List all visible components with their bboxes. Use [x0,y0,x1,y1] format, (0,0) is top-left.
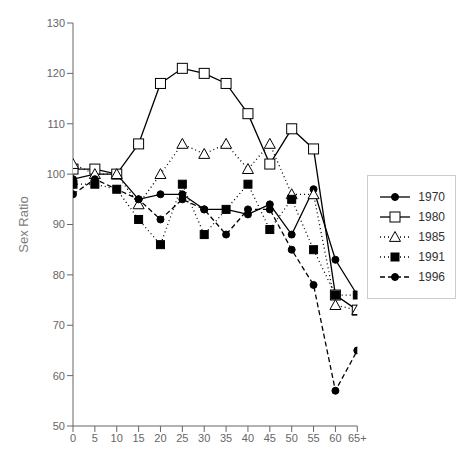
svg-text:70: 70 [53,319,65,331]
html-text:1970: 1970 [418,190,445,204]
svg-text:110: 110 [47,118,65,130]
svg-text:80: 80 [53,269,65,281]
svg-text:5: 5 [92,432,98,444]
svg-text:Sex Ratio: Sex Ratio [16,196,31,252]
svg-text:65+: 65+ [348,432,367,444]
html-text:1980: 1980 [418,210,445,224]
svg-text:100: 100 [47,168,65,180]
svg-text:130: 130 [47,17,65,29]
svg-text:35: 35 [220,432,232,444]
svg-text:55: 55 [307,432,319,444]
svg-text:60: 60 [53,370,65,382]
html-text:1991: 1991 [418,250,445,264]
svg-text:40: 40 [242,432,254,444]
svg-text:20: 20 [154,432,166,444]
svg-text:120: 120 [47,67,65,79]
html-text:1996: 1996 [418,270,445,284]
svg-text:10: 10 [111,432,123,444]
svg-text:60: 60 [329,432,341,444]
svg-text:50: 50 [286,432,298,444]
svg-text:50: 50 [53,420,65,432]
svg-text:90: 90 [53,218,65,230]
svg-text:25: 25 [176,432,188,444]
svg-text:15: 15 [132,432,144,444]
svg-text:0: 0 [70,432,76,444]
svg-text:45: 45 [264,432,276,444]
svg-text:30: 30 [198,432,210,444]
html-text:1985: 1985 [418,230,445,244]
